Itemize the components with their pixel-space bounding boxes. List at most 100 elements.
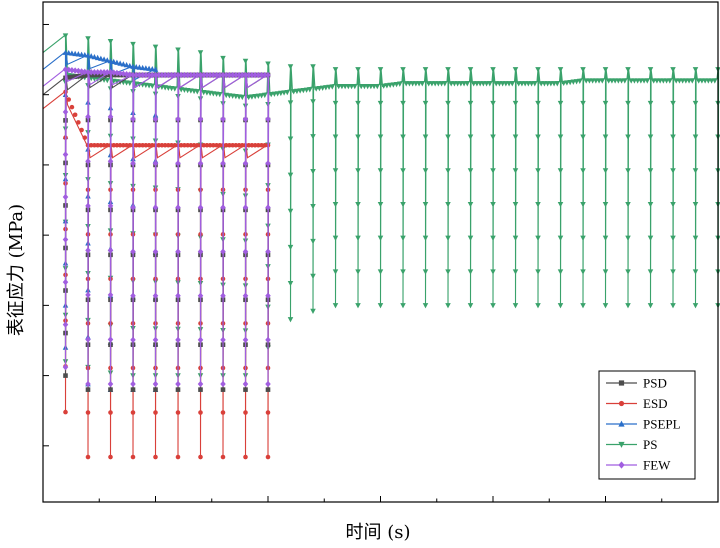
data-point-few — [107, 69, 114, 76]
data-point-esd — [95, 142, 100, 148]
data-point-ps — [580, 134, 586, 140]
data-point-few — [107, 113, 114, 120]
data-point-ps — [625, 168, 631, 174]
data-point-ps — [400, 168, 406, 174]
data-point-esd — [246, 142, 252, 148]
data-point-few — [194, 71, 201, 79]
data-point-esd — [236, 142, 242, 148]
data-point-few — [152, 248, 159, 255]
data-point-ps — [422, 100, 429, 107]
data-point-few — [101, 69, 107, 76]
data-point-few — [107, 291, 114, 299]
data-point-ps — [422, 269, 429, 275]
data-point-ps — [445, 201, 451, 208]
data-point-ps — [355, 168, 361, 174]
data-point-esd — [137, 142, 142, 148]
data-point-ps — [310, 64, 316, 70]
data-point-esd — [256, 142, 261, 148]
data-point-ps — [625, 134, 631, 140]
data-point-few — [175, 160, 181, 167]
data-point-few — [62, 278, 69, 286]
data-point-esd — [169, 142, 174, 148]
data-point-ps — [422, 168, 429, 174]
data-point-psepl — [88, 53, 94, 59]
legend-item-ps: PS — [606, 437, 657, 452]
data-point-psepl — [117, 60, 123, 66]
data-point-ps — [442, 81, 448, 87]
data-point-ps — [692, 201, 699, 208]
data-point-few — [152, 115, 159, 123]
data-point-few — [175, 115, 181, 123]
data-point-ps — [535, 235, 541, 241]
data-point-ps — [287, 208, 294, 215]
data-point-ps — [217, 91, 223, 98]
data-point-few — [181, 71, 188, 79]
data-point-ps — [692, 269, 699, 275]
data-point-few — [152, 292, 159, 299]
data-point-few — [152, 336, 159, 344]
series-line-few — [42, 68, 270, 385]
data-point-ps — [287, 172, 294, 178]
data-point-ps — [647, 67, 654, 73]
data-point-ps — [670, 235, 676, 241]
data-point-ps — [602, 269, 609, 275]
data-point-few — [197, 160, 204, 167]
data-point-ps — [670, 303, 676, 309]
data-point-esd — [92, 142, 97, 148]
data-point-ps — [377, 269, 384, 275]
data-point-ps — [647, 269, 654, 275]
data-point-ps — [400, 134, 406, 140]
data-point-few — [152, 71, 159, 79]
data-point-esd — [156, 142, 162, 148]
data-point-ps — [599, 78, 606, 84]
data-point-ps — [332, 67, 339, 73]
data-point-ps — [239, 94, 246, 101]
data-point-few — [72, 67, 78, 74]
data-point-ps — [692, 100, 699, 107]
data-point-ps — [490, 201, 496, 208]
data-point-esd — [111, 142, 117, 148]
data-point-ps — [377, 201, 384, 208]
data-point-ps — [557, 100, 564, 107]
data-point-ps — [332, 303, 339, 309]
data-point-few — [155, 71, 162, 79]
data-point-ps — [175, 47, 181, 53]
data-point-ps — [625, 235, 631, 241]
data-point-ps — [557, 168, 564, 174]
data-point-few — [139, 71, 146, 79]
data-point-few — [104, 69, 111, 76]
data-point-ps — [467, 201, 474, 208]
data-point-few — [252, 71, 258, 79]
data-point-psd — [243, 387, 248, 392]
data-point-ps — [422, 201, 429, 208]
data-point-ps — [625, 201, 631, 208]
data-point-ps — [149, 83, 156, 89]
data-point-few — [168, 71, 175, 79]
data-point-ps — [107, 39, 114, 45]
data-point-esd — [69, 104, 75, 110]
data-point-psepl — [152, 66, 159, 72]
data-point-ps — [310, 273, 316, 280]
data-point-ps — [602, 168, 609, 174]
data-point-few — [82, 68, 88, 76]
data-point-ps — [509, 81, 516, 87]
data-point-esd — [198, 410, 203, 415]
data-point-few — [265, 204, 271, 211]
data-point-few — [229, 71, 236, 79]
data-point-few — [200, 71, 207, 79]
data-point-few — [62, 108, 69, 116]
data-point-ps — [490, 134, 496, 140]
data-point-few — [65, 66, 72, 74]
data-point-few — [184, 71, 191, 79]
data-point-esd — [124, 142, 129, 148]
data-point-ps — [422, 303, 429, 309]
data-point-few — [69, 66, 75, 74]
data-point-esd — [188, 142, 194, 148]
data-point-few — [149, 71, 156, 79]
data-point-ps — [400, 67, 406, 73]
series-line-ps — [42, 35, 720, 376]
data-point-few — [175, 71, 181, 79]
data-point-ps — [445, 168, 451, 174]
data-point-ps — [332, 168, 339, 174]
data-point-esd — [101, 142, 107, 148]
